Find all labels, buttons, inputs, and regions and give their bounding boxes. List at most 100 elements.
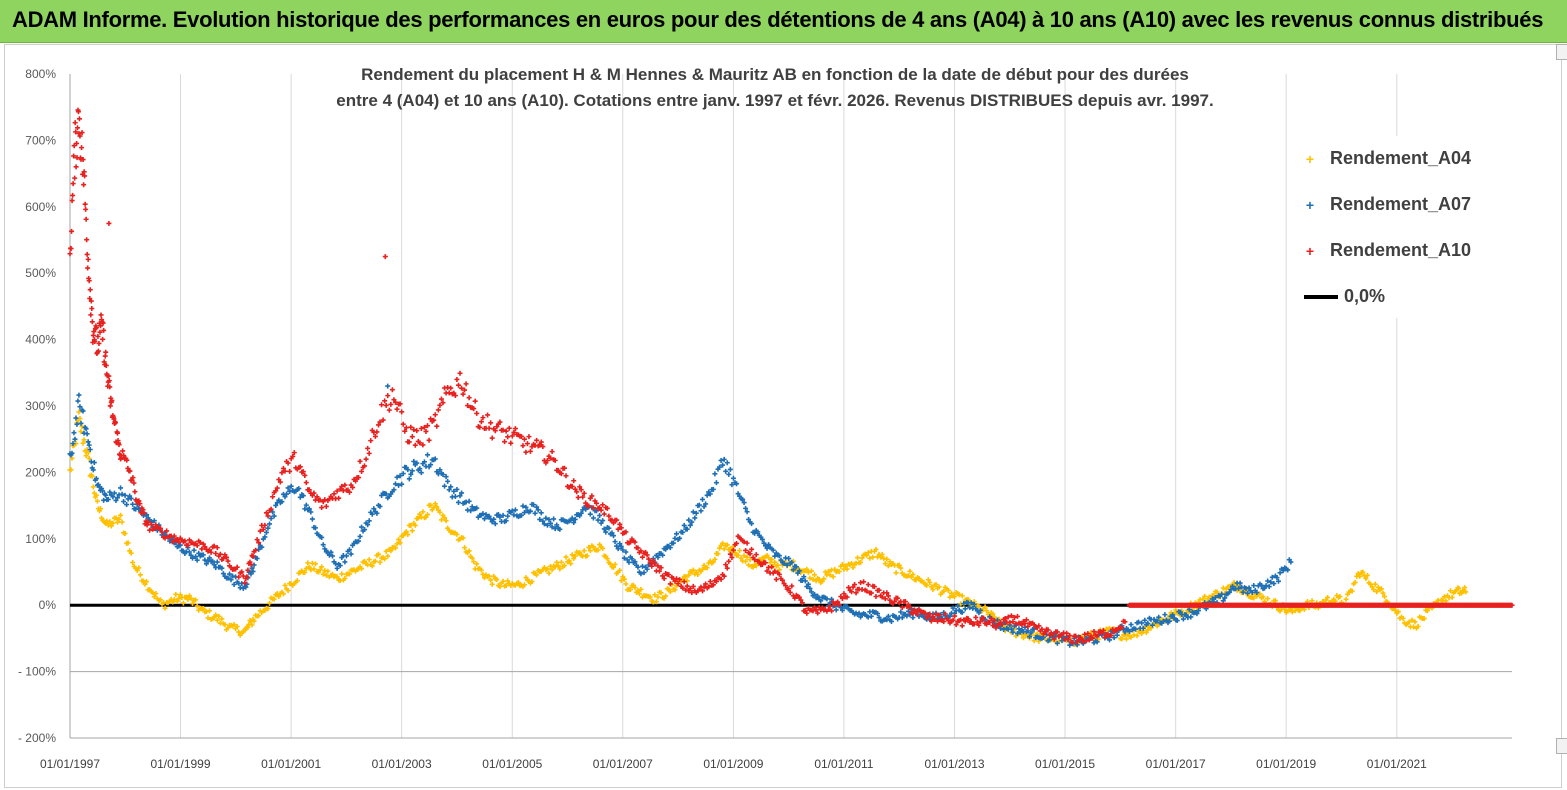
point-rendement-a07 xyxy=(812,591,818,597)
point-rendement-a10 xyxy=(899,605,905,611)
point-rendement-a10 xyxy=(945,617,951,623)
point-rendement-a07 xyxy=(1275,578,1281,584)
point-rendement-a04 xyxy=(741,553,747,559)
point-rendement-a10 xyxy=(414,428,420,434)
legend: + Rendement_A04 + Rendement_A07 + Rendement… xyxy=(1290,136,1510,318)
point-rendement-a10 xyxy=(885,593,891,599)
outlier-point xyxy=(106,220,112,226)
point-rendement-a07 xyxy=(76,392,82,398)
point-rendement-a07 xyxy=(196,550,202,556)
point-rendement-a10 xyxy=(262,522,268,528)
point-rendement-a10 xyxy=(749,546,755,552)
point-rendement-a10 xyxy=(85,265,91,271)
point-rendement-a10 xyxy=(1007,620,1013,626)
point-rendement-a04 xyxy=(683,574,689,580)
point-rendement-a07 xyxy=(105,496,111,502)
point-rendement-a04 xyxy=(1297,608,1303,614)
point-rendement-a10 xyxy=(426,437,432,443)
point-rendement-a04 xyxy=(494,577,500,583)
point-rendement-a07 xyxy=(411,458,417,464)
point-rendement-a04 xyxy=(647,594,653,600)
point-rendement-a04 xyxy=(500,578,506,584)
point-rendement-a07 xyxy=(118,485,124,491)
point-rendement-a07 xyxy=(1167,618,1173,624)
point-rendement-a10 xyxy=(69,198,75,204)
point-rendement-a04 xyxy=(655,594,661,600)
point-rendement-a10 xyxy=(242,580,248,586)
point-rendement-a07 xyxy=(210,558,216,564)
point-rendement-a10 xyxy=(488,420,494,426)
point-rendement-a10 xyxy=(397,401,403,407)
point-rendement-a10 xyxy=(606,513,612,519)
point-rendement-a07 xyxy=(578,510,584,516)
point-rendement-a10 xyxy=(107,384,113,390)
point-rendement-a10 xyxy=(1085,631,1091,637)
point-rendement-a04 xyxy=(821,576,827,582)
point-rendement-a04 xyxy=(1456,585,1462,591)
point-rendement-a07 xyxy=(448,484,454,490)
scrollbar-bottom-arrow[interactable] xyxy=(1556,738,1567,754)
point-rendement-a10 xyxy=(799,600,805,606)
point-rendement-a10 xyxy=(511,429,517,435)
point-rendement-a07 xyxy=(130,501,136,507)
point-rendement-a10 xyxy=(1064,630,1070,636)
point-rendement-a10 xyxy=(672,578,678,584)
point-rendement-a10 xyxy=(910,610,916,616)
point-rendement-a04 xyxy=(105,522,111,528)
point-rendement-a10 xyxy=(543,460,549,466)
point-rendement-a10 xyxy=(1108,633,1114,639)
point-rendement-a10 xyxy=(776,571,782,577)
point-rendement-a04 xyxy=(635,588,641,594)
point-rendement-a04 xyxy=(80,440,86,446)
point-rendement-a04 xyxy=(721,546,727,552)
point-rendement-a04 xyxy=(936,584,942,590)
point-rendement-a10 xyxy=(650,557,656,563)
point-rendement-a04 xyxy=(170,599,176,605)
point-rendement-a04 xyxy=(737,547,743,553)
point-rendement-a04 xyxy=(122,531,128,537)
point-rendement-a04 xyxy=(488,577,494,583)
point-rendement-a10 xyxy=(111,416,117,422)
point-rendement-a10 xyxy=(703,581,709,587)
point-rendement-a07 xyxy=(84,431,90,437)
point-rendement-a04 xyxy=(302,569,308,575)
point-rendement-a07 xyxy=(824,596,830,602)
point-rendement-a10 xyxy=(884,590,890,596)
point-rendement-a04 xyxy=(1309,598,1315,604)
point-rendement-a04 xyxy=(420,509,426,515)
point-rendement-a07 xyxy=(638,571,644,577)
point-rendement-a07 xyxy=(609,530,615,536)
point-rendement-a07 xyxy=(521,510,527,516)
point-rendement-a10 xyxy=(1023,617,1029,623)
point-rendement-a07 xyxy=(740,496,746,502)
point-rendement-a04 xyxy=(924,582,930,588)
point-rendement-a04 xyxy=(339,571,345,577)
point-rendement-a07 xyxy=(268,515,274,521)
point-rendement-a04 xyxy=(190,601,196,607)
point-rendement-a07 xyxy=(856,610,862,616)
point-rendement-a10 xyxy=(594,500,600,506)
y-tick-label: - 200% xyxy=(18,731,56,745)
point-rendement-a07 xyxy=(207,555,213,561)
point-rendement-a10 xyxy=(87,287,93,293)
scrollbar-top-arrow[interactable] xyxy=(1556,44,1567,60)
point-rendement-a04 xyxy=(873,546,879,552)
point-rendement-a07 xyxy=(383,491,389,497)
point-rendement-a07 xyxy=(808,589,814,595)
point-rendement-a10 xyxy=(580,494,586,500)
point-rendement-a07 xyxy=(270,509,276,515)
point-rendement-a07 xyxy=(976,610,982,616)
x-tick-label: 01/01/2019 xyxy=(1256,757,1316,771)
point-rendement-a07 xyxy=(761,540,767,546)
point-rendement-a07 xyxy=(455,499,461,505)
point-rendement-a10 xyxy=(245,567,251,573)
point-rendement-a07 xyxy=(442,483,448,489)
point-rendement-a07 xyxy=(468,508,474,514)
point-rendement-a07 xyxy=(551,516,557,522)
chart-title-line-1: Rendement du placement H & M Hennes & Ma… xyxy=(361,65,1189,84)
point-rendement-a04 xyxy=(700,566,706,572)
point-rendement-a10 xyxy=(1039,626,1045,632)
point-rendement-a07 xyxy=(746,516,752,522)
point-rendement-a07 xyxy=(538,510,544,516)
point-rendement-a10 xyxy=(282,468,288,474)
